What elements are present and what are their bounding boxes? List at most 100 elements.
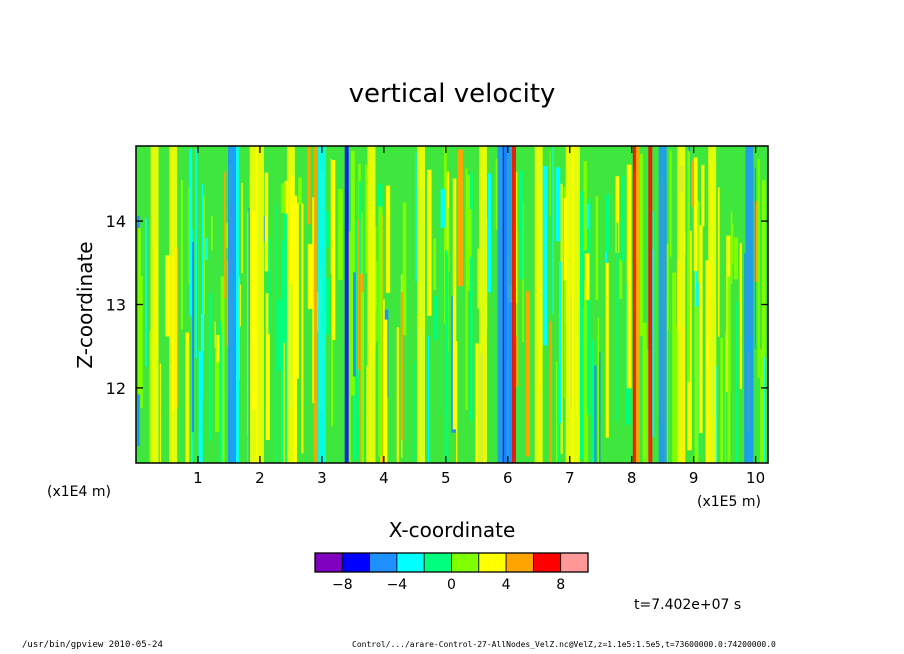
field-streak <box>358 181 362 435</box>
field-streak <box>717 187 720 337</box>
field-feature <box>417 146 425 463</box>
colorbar-swatch <box>396 552 425 573</box>
field-streak <box>188 187 190 285</box>
field-streak <box>559 261 562 423</box>
field-streak <box>385 185 391 293</box>
field-streak <box>701 164 705 227</box>
field-streak <box>583 309 588 463</box>
colorbar-swatch <box>478 552 507 573</box>
colorbar-tick-label: 0 <box>447 577 456 593</box>
field-streak <box>525 291 530 457</box>
field-streak <box>204 238 208 261</box>
field-streak <box>486 217 488 329</box>
field-streak <box>444 250 448 463</box>
field-streak <box>265 293 270 440</box>
field-streak <box>760 349 765 463</box>
field-streak <box>220 333 223 463</box>
x-tick-label: 10 <box>746 469 765 487</box>
field-streak <box>283 213 288 463</box>
field-feature <box>313 146 318 463</box>
field-streak <box>583 161 587 251</box>
field-streak <box>762 180 766 372</box>
field-streak <box>619 259 623 299</box>
colorbar-swatch <box>451 552 480 573</box>
field-streak <box>278 299 283 371</box>
field-streak <box>361 291 364 463</box>
x-tick-label: 4 <box>379 469 389 487</box>
field-streak <box>598 352 601 463</box>
field-streak <box>214 321 216 348</box>
field-streak <box>558 363 560 463</box>
field-streak <box>137 228 141 395</box>
field-feature <box>565 146 574 463</box>
field-feature <box>534 146 543 463</box>
field-streak <box>433 296 437 341</box>
field-streak <box>477 248 479 309</box>
chart-title: vertical velocity <box>349 79 556 109</box>
field-streak <box>582 307 585 406</box>
field-feature <box>169 146 178 463</box>
field-streak <box>515 229 519 387</box>
field-streak <box>579 191 584 460</box>
field-streak <box>673 325 679 463</box>
field-streak <box>605 263 609 438</box>
field-streak <box>188 341 190 463</box>
field-streak <box>145 218 147 367</box>
colorbar-tick-label: 4 <box>502 577 511 593</box>
field-streak <box>353 272 356 377</box>
field-streak <box>433 238 436 290</box>
field-feature <box>255 146 264 463</box>
field-streak <box>195 148 197 359</box>
field-streak <box>469 172 473 421</box>
field-streak <box>652 212 654 250</box>
field-streak <box>586 204 590 229</box>
field-streak <box>705 260 709 463</box>
field-streak <box>415 152 417 282</box>
field-streak <box>220 276 225 463</box>
field-streak <box>495 158 498 230</box>
field-streak <box>376 261 378 342</box>
colorbar-swatch <box>533 552 562 573</box>
field-streak <box>330 158 332 274</box>
colorbar-tick-label: −4 <box>387 577 408 593</box>
field-streak <box>694 306 699 463</box>
field-streak <box>208 293 212 441</box>
field-streak <box>219 320 222 463</box>
x-axis-label: X-coordinate <box>389 518 516 542</box>
field-feature <box>677 146 686 463</box>
field-feature <box>648 146 653 463</box>
field-streak <box>281 183 286 213</box>
field-streak <box>687 151 691 382</box>
field-streak <box>440 189 445 228</box>
field-streak <box>198 351 203 463</box>
field-streak <box>552 147 554 314</box>
field-streak <box>181 180 183 330</box>
x-tick-label: 5 <box>441 469 451 487</box>
y-tick-label: 14 <box>106 212 126 231</box>
field-streak <box>642 322 647 463</box>
field-streak <box>383 319 388 463</box>
field-streak <box>693 157 698 272</box>
colorbar <box>314 552 589 573</box>
field-streak <box>224 223 229 248</box>
field-streak <box>605 194 610 252</box>
field-streak <box>621 175 625 262</box>
field-feature <box>367 146 376 463</box>
field-streak <box>732 224 734 265</box>
field-streak <box>594 365 597 463</box>
field-streak <box>456 341 458 463</box>
field-streak <box>730 211 733 284</box>
x-tick-label: 8 <box>627 469 637 487</box>
field-streak <box>475 343 479 463</box>
field-streak <box>440 183 442 414</box>
field-streak <box>639 154 643 336</box>
footer-left: /usr/bin/gpview 2010-05-24 <box>22 640 163 650</box>
field-streak <box>315 291 320 332</box>
field-streak <box>268 238 271 335</box>
field-streak <box>215 344 220 432</box>
field-streak <box>307 244 313 309</box>
field-streak <box>698 225 703 433</box>
field-streak <box>202 195 205 315</box>
